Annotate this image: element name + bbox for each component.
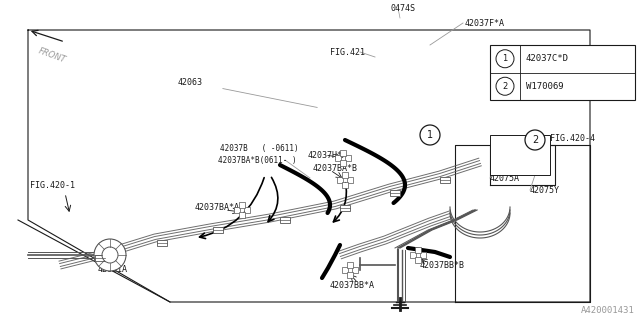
Text: 42075A: 42075A	[490, 173, 520, 182]
Text: 1: 1	[427, 130, 433, 140]
Bar	[352, 267, 358, 273]
Bar	[234, 207, 240, 213]
Text: 42037BB*A: 42037BB*A	[330, 281, 375, 290]
Bar	[213, 227, 223, 233]
Text: A420001431: A420001431	[581, 306, 635, 315]
Text: 42051: 42051	[535, 77, 560, 86]
Bar	[440, 177, 450, 183]
Bar	[347, 177, 353, 183]
Text: 42037B   ( -0611): 42037B ( -0611)	[220, 143, 299, 153]
Bar	[342, 267, 348, 273]
Bar	[239, 212, 245, 218]
Circle shape	[525, 130, 545, 150]
Bar	[340, 150, 346, 156]
Bar	[410, 252, 416, 258]
Text: 42037H*A: 42037H*A	[308, 150, 348, 159]
Text: 42037C*D: 42037C*D	[526, 54, 569, 63]
Bar	[244, 207, 250, 213]
Circle shape	[496, 77, 514, 95]
Text: FIG.420-4: FIG.420-4	[550, 133, 595, 142]
Circle shape	[502, 62, 538, 98]
Bar	[347, 272, 353, 278]
Text: 42063: 42063	[178, 77, 203, 86]
Bar	[347, 262, 353, 268]
Bar	[340, 160, 346, 166]
Circle shape	[420, 125, 440, 145]
Circle shape	[511, 71, 529, 89]
Text: 42037BA*B: 42037BA*B	[313, 164, 358, 172]
Bar	[342, 172, 348, 178]
Bar	[345, 155, 351, 161]
Text: 42051A: 42051A	[98, 266, 128, 275]
Circle shape	[94, 239, 126, 271]
Text: 42075Y: 42075Y	[530, 186, 560, 195]
Bar	[340, 205, 350, 211]
Bar	[420, 252, 426, 258]
Circle shape	[496, 50, 514, 68]
Text: 2: 2	[502, 82, 508, 91]
Circle shape	[102, 247, 118, 263]
Text: 2: 2	[532, 135, 538, 145]
Text: 42037BA*A: 42037BA*A	[195, 204, 240, 212]
Bar	[335, 155, 341, 161]
Bar	[415, 257, 421, 263]
Text: 0474S: 0474S	[390, 4, 415, 12]
Bar	[390, 190, 400, 196]
Bar	[342, 182, 348, 188]
Text: FIG.421: FIG.421	[330, 47, 365, 57]
Bar	[157, 240, 167, 246]
Text: 42037BA*B(0611- ): 42037BA*B(0611- )	[218, 156, 296, 164]
Text: W170069: W170069	[526, 82, 564, 91]
Text: 42037BB*B: 42037BB*B	[420, 260, 465, 269]
Text: 1: 1	[502, 54, 508, 63]
Bar	[280, 217, 290, 223]
Text: 42037F*A: 42037F*A	[465, 19, 505, 28]
Bar	[239, 202, 245, 208]
Bar	[490, 135, 550, 175]
Bar	[95, 255, 105, 261]
Bar	[337, 177, 343, 183]
Text: FRONT: FRONT	[37, 46, 67, 64]
Text: FIG.420-1: FIG.420-1	[30, 180, 75, 189]
Bar	[490, 45, 635, 100]
Bar	[415, 247, 421, 253]
